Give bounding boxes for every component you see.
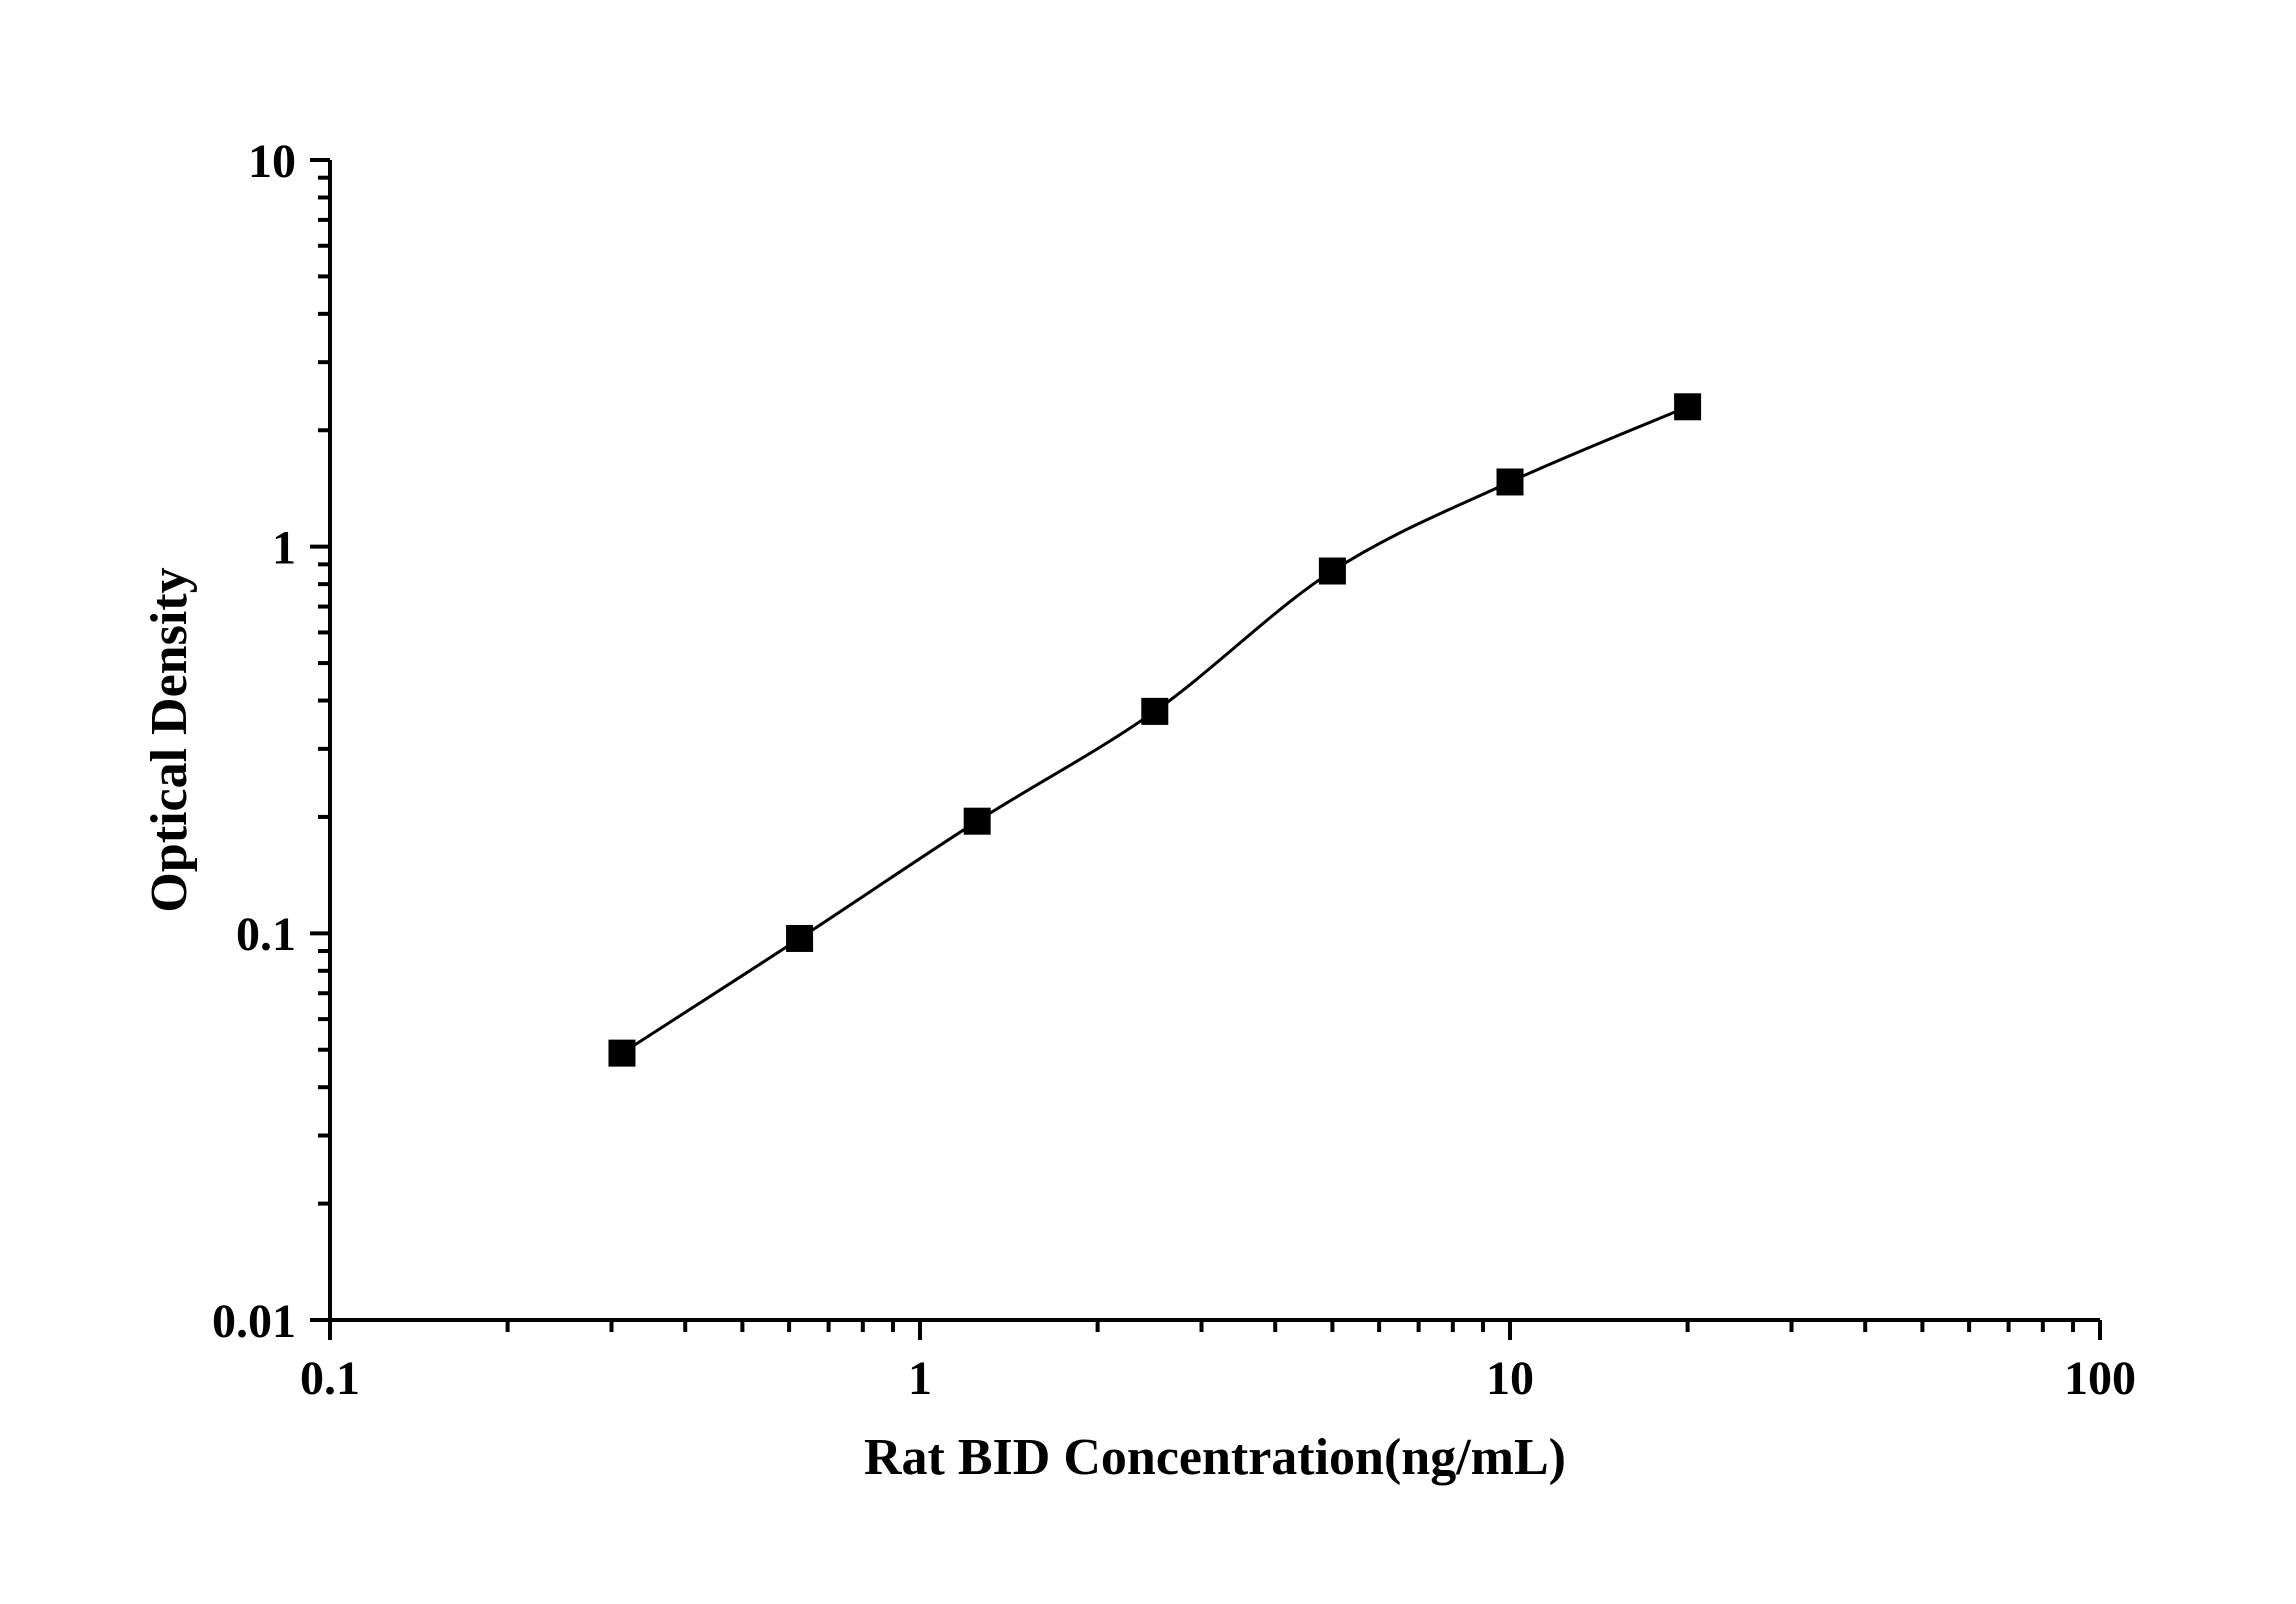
data-marker: [1142, 698, 1168, 724]
data-marker: [1675, 394, 1701, 420]
y-tick-label: 0.1: [236, 908, 296, 961]
data-marker: [1497, 469, 1523, 495]
y-tick-label: 10: [248, 135, 296, 188]
x-tick-label: 10: [1486, 1352, 1534, 1405]
data-marker: [609, 1040, 635, 1066]
y-tick-label: 0.01: [212, 1295, 296, 1348]
loglog-chart: 0.11101000.010.1110Rat BID Concentration…: [0, 0, 2296, 1604]
data-marker: [787, 925, 813, 951]
x-tick-label: 100: [2064, 1352, 2136, 1405]
y-tick-label: 1: [272, 521, 296, 574]
data-marker: [1319, 558, 1345, 584]
x-tick-label: 1: [908, 1352, 932, 1405]
data-marker: [964, 808, 990, 834]
x-axis-label: Rat BID Concentration(ng/mL): [864, 1429, 1566, 1486]
chart-container: 0.11101000.010.1110Rat BID Concentration…: [0, 0, 2296, 1604]
x-tick-label: 0.1: [300, 1352, 360, 1405]
y-axis-label: Optical Density: [141, 567, 198, 912]
